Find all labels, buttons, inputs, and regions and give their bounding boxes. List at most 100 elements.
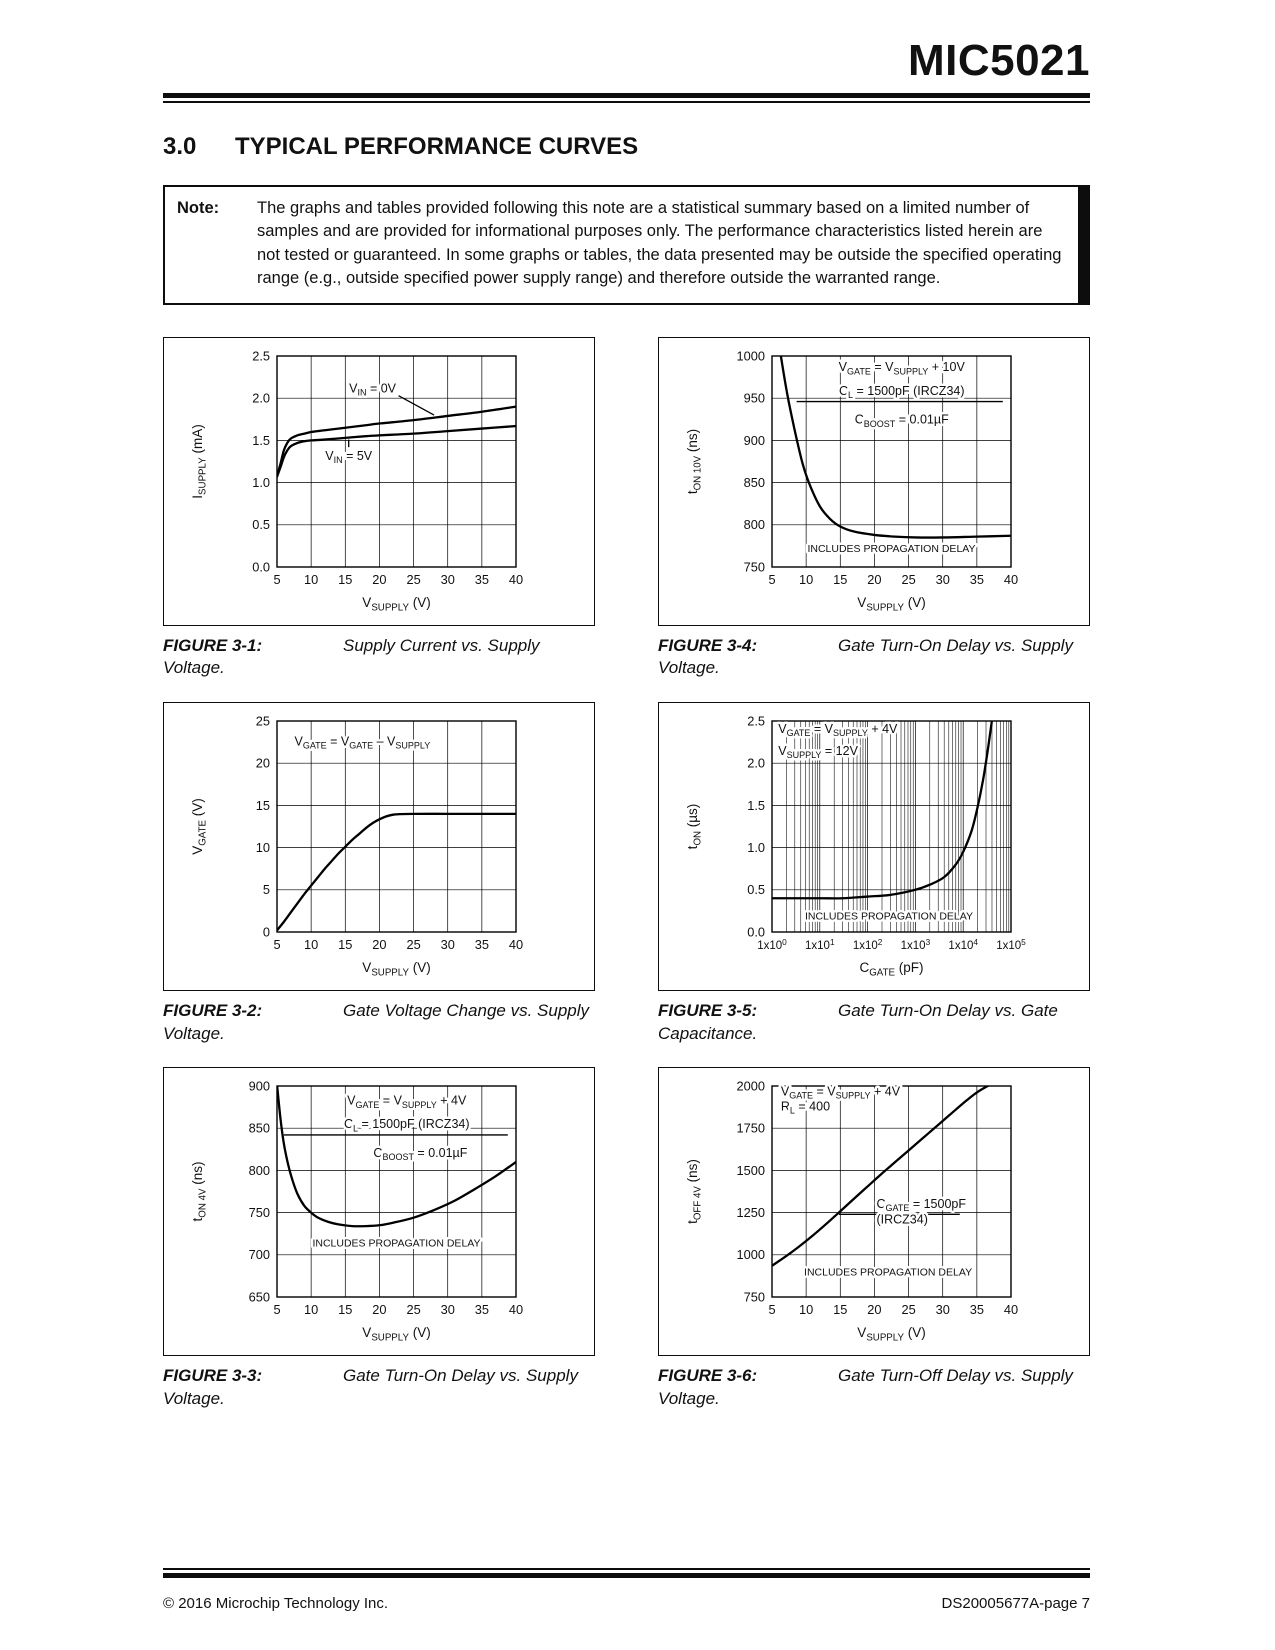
page-content: MIC5021 3.0 TYPICAL PERFORMANCE CURVES No… — [163, 0, 1090, 1410]
svg-text:20: 20 — [867, 572, 881, 587]
svg-text:tON 4V (ns): tON 4V (ns) — [190, 1162, 209, 1222]
footer-row: © 2016 Microchip Technology Inc. DS20005… — [163, 1595, 1090, 1612]
svg-text:1000: 1000 — [737, 1247, 765, 1262]
svg-text:2.0: 2.0 — [747, 756, 765, 771]
svg-text:1x102: 1x102 — [853, 938, 883, 952]
svg-text:ISUPPLY (mA): ISUPPLY (mA) — [190, 424, 209, 498]
svg-text:10: 10 — [799, 1302, 813, 1317]
figure-caption-label: FIGURE 3-3: — [163, 1366, 263, 1386]
svg-text:10: 10 — [304, 1302, 318, 1317]
figure-box-3-1: VIN = 0V VIN = 5V 5 10 15 20 25 30 35 40 0.0 0.5 1.0… — [163, 336, 595, 626]
header-rule-thick — [163, 93, 1090, 98]
svg-text:5: 5 — [273, 572, 280, 587]
footer-copyright: © 2016 Microchip Technology Inc. — [163, 1595, 389, 1612]
svg-text:1000: 1000 — [737, 348, 765, 363]
svg-text:10: 10 — [256, 840, 270, 855]
svg-text:30: 30 — [441, 572, 455, 587]
svg-text:20: 20 — [867, 1302, 881, 1317]
svg-text:RL = 400: RL = 400 — [781, 1100, 830, 1116]
figure-caption-text: Gate Turn-Off Delay vs. Supply Voltage. — [658, 1366, 1073, 1408]
svg-text:1x104: 1x104 — [948, 938, 978, 952]
svg-text:1x105: 1x105 — [996, 938, 1026, 952]
doc-title: MIC5021 — [907, 36, 1090, 85]
svg-text:VSUPPLY = 12V: VSUPPLY = 12V — [778, 744, 858, 760]
svg-text:30: 30 — [441, 1302, 455, 1317]
figure-box-3-6: VGATE = VSUPPLY + 4V RL = 400 CGATE = 1500… — [658, 1067, 1090, 1357]
svg-text:30: 30 — [441, 937, 455, 952]
chart-gate-turn-on-delay-vs-supply-voltage-10v: VGATE = VSUPPLY + 10V CL = 1500pF (IRCZ34… — [685, 348, 1018, 613]
svg-text:1.0: 1.0 — [747, 840, 765, 855]
svg-text:25: 25 — [901, 572, 915, 587]
figure-caption: FIGURE 3-4: Gate Turn-On Delay vs. Supply… — [658, 635, 1090, 680]
svg-text:VGATE (V): VGATE (V) — [190, 798, 209, 855]
svg-text:40: 40 — [1004, 1302, 1018, 1317]
figure-caption-text: Supply Current vs. Supply Voltage. — [163, 635, 540, 678]
svg-text:CGATE = 1500pF: CGATE = 1500pF — [876, 1197, 966, 1213]
svg-text:0.0: 0.0 — [252, 559, 270, 574]
svg-text:850: 850 — [249, 1121, 270, 1136]
section-title: TYPICAL PERFORMANCE CURVES — [235, 133, 639, 160]
figure-caption-text: Gate Turn-On Delay vs. Supply Voltage. — [658, 635, 1073, 678]
svg-text:1x100: 1x100 — [757, 938, 787, 952]
svg-text:VIN = 0V: VIN = 0V — [349, 381, 397, 397]
figure-3-1: VIN = 0V VIN = 5V 5 10 15 20 25 30 35 40 0.0 0.5 1.0… — [163, 336, 595, 680]
svg-text:1.5: 1.5 — [747, 798, 765, 813]
figure-caption-label: FIGURE 3-4: — [658, 635, 758, 655]
svg-text:35: 35 — [970, 572, 984, 587]
svg-text:VSUPPLY (V): VSUPPLY (V) — [362, 960, 430, 979]
svg-text:5: 5 — [768, 1302, 775, 1317]
section-heading: 3.0 TYPICAL PERFORMANCE CURVES — [163, 133, 1090, 161]
svg-text:CL = 1500pF (IRCZ34): CL = 1500pF (IRCZ34) — [344, 1117, 470, 1133]
figure-3-5: VGATE = VSUPPLY + 4V VSUPPLY = 12V INCLUDE… — [658, 701, 1090, 1045]
svg-text:20: 20 — [372, 1302, 386, 1317]
figure-caption: FIGURE 3-3: Gate Turn-On Delay vs. Supply… — [163, 1365, 595, 1410]
footer-rule-thick — [163, 1573, 1090, 1578]
figure-caption: FIGURE 3-6: Gate Turn-Off Delay vs. Suppl… — [658, 1365, 1090, 1410]
svg-text:VSUPPLY (V): VSUPPLY (V) — [857, 1325, 925, 1344]
svg-text:700: 700 — [249, 1247, 270, 1262]
svg-text:1.0: 1.0 — [252, 475, 270, 490]
figure-3-4: VGATE = VSUPPLY + 10V CL = 1500pF (IRCZ34… — [658, 336, 1090, 680]
svg-text:35: 35 — [475, 1302, 489, 1317]
svg-text:2.0: 2.0 — [252, 390, 270, 405]
svg-text:CGATE (pF): CGATE (pF) — [860, 960, 924, 979]
svg-text:20: 20 — [372, 937, 386, 952]
svg-text:2.5: 2.5 — [747, 713, 765, 728]
svg-text:VGATE = VSUPPLY + 10V: VGATE = VSUPPLY + 10V — [839, 360, 966, 376]
svg-text:35: 35 — [970, 1302, 984, 1317]
svg-text:INCLUDES PROPAGATION DELAY: INCLUDES PROPAGATION DELAY — [805, 910, 973, 922]
svg-text:40: 40 — [509, 1302, 523, 1317]
header-rule — [163, 93, 1090, 103]
svg-text:30: 30 — [936, 572, 950, 587]
svg-text:0.0: 0.0 — [747, 924, 765, 939]
chart-gate-turn-on-delay-vs-supply-voltage-4v: VGATE = VSUPPLY + 4V CL = 1500pF (IRCZ34)… — [190, 1079, 523, 1344]
svg-text:1750: 1750 — [737, 1121, 765, 1136]
svg-text:35: 35 — [475, 937, 489, 952]
svg-text:15: 15 — [338, 937, 352, 952]
figure-box-3-4: VGATE = VSUPPLY + 10V CL = 1500pF (IRCZ34… — [658, 336, 1090, 626]
svg-text:15: 15 — [256, 798, 270, 813]
figure-box-3-3: VGATE = VSUPPLY + 4V CL = 1500pF (IRCZ34)… — [163, 1067, 595, 1357]
svg-text:800: 800 — [249, 1163, 270, 1178]
figure-caption-text: Gate Voltage Change vs. Supply Voltage. — [163, 1000, 590, 1043]
svg-text:5: 5 — [273, 1302, 280, 1317]
svg-text:25: 25 — [406, 1302, 420, 1317]
svg-text:25: 25 — [406, 937, 420, 952]
figure-caption-text: Gate Turn-On Delay vs. Gate Capacitance. — [658, 1000, 1058, 1043]
svg-text:1500: 1500 — [737, 1163, 765, 1178]
figure-caption: FIGURE 3-5: Gate Turn-On Delay vs. Gate C… — [658, 1000, 1090, 1045]
svg-text:0.5: 0.5 — [747, 882, 765, 897]
figure-box-3-5: VGATE = VSUPPLY + 4V VSUPPLY = 12V INCLUDE… — [658, 701, 1090, 991]
svg-text:CBOOST = 0.01µF: CBOOST = 0.01µF — [373, 1146, 467, 1162]
svg-text:40: 40 — [1004, 572, 1018, 587]
svg-text:20: 20 — [372, 572, 386, 587]
figure-caption-label: FIGURE 3-2: — [163, 1000, 263, 1020]
svg-text:25: 25 — [901, 1302, 915, 1317]
svg-text:40: 40 — [509, 572, 523, 587]
svg-text:5: 5 — [768, 572, 775, 587]
svg-text:800: 800 — [744, 517, 765, 532]
svg-text:40: 40 — [509, 937, 523, 952]
note-label: Note: — [177, 199, 220, 217]
svg-text:VGATE = VSUPPLY + 4V: VGATE = VSUPPLY + 4V — [347, 1094, 467, 1110]
